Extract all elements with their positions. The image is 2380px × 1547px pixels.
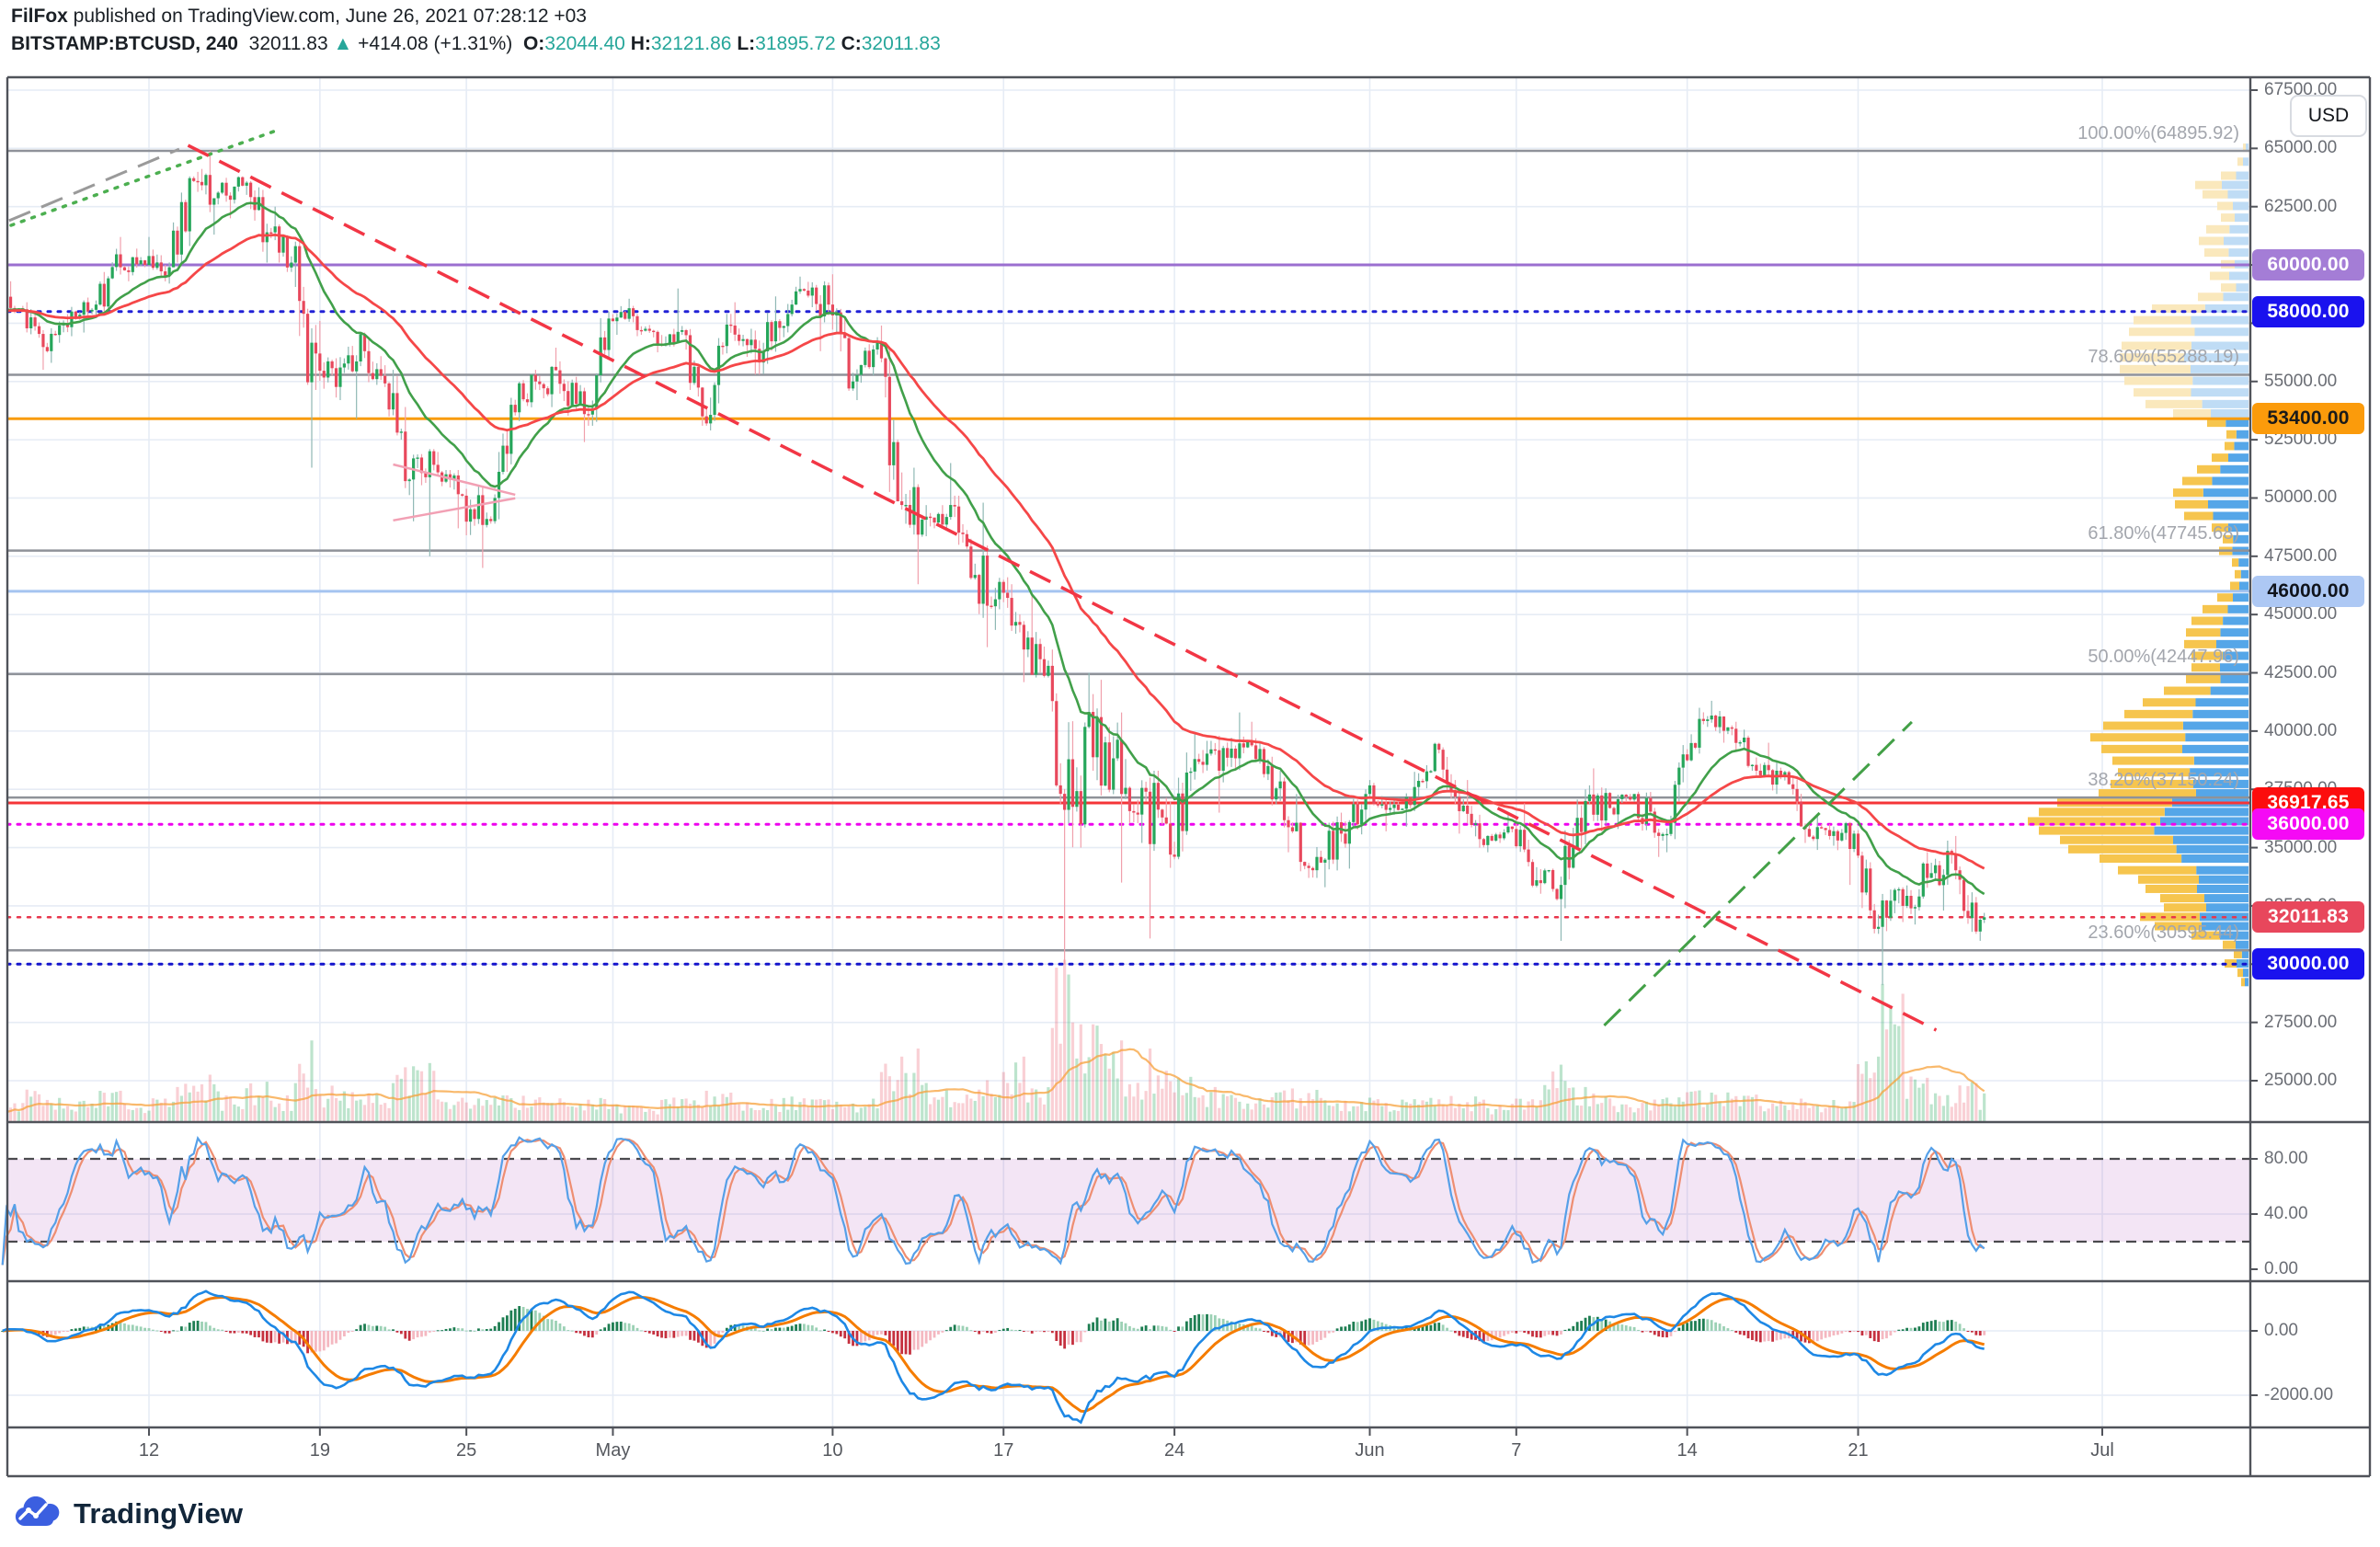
macd-axis-label[interactable]: 0.00 xyxy=(2264,1321,2298,1340)
price-tag[interactable]: 30000.00 xyxy=(2252,948,2364,980)
price-tag[interactable]: 46000.00 xyxy=(2252,575,2364,607)
price-axis-label[interactable]: 67500.00 xyxy=(2264,80,2338,99)
publisher-name: FilFox xyxy=(11,6,68,27)
price-axis-label[interactable]: 42500.00 xyxy=(2264,662,2338,682)
macd-axis-label[interactable]: -2000.00 xyxy=(2264,1385,2334,1404)
price-tag[interactable]: 32011.83 xyxy=(2252,901,2364,934)
price-axis-label[interactable]: 45000.00 xyxy=(2264,604,2338,625)
fib-level-label: 50.00%(42447.96) xyxy=(2088,646,2239,667)
fib-level-label: 78.60%(55288.19) xyxy=(2088,347,2239,368)
stoch-axis-label[interactable]: 40.00 xyxy=(2264,1204,2308,1223)
ohlc-segment: 32011.83 xyxy=(861,33,941,54)
ohlc-segment: 32044.40 xyxy=(544,33,631,54)
publish-attribution: FilFox published on TradingView.com, Jun… xyxy=(11,6,587,28)
price-axis-label[interactable]: 65000.00 xyxy=(2264,138,2338,158)
ohlc-segment: C: xyxy=(841,33,862,54)
ohlc-segment: L: xyxy=(737,33,756,54)
time-axis-label[interactable]: May xyxy=(595,1440,631,1461)
price-axis-label[interactable]: 25000.00 xyxy=(2264,1070,2338,1090)
price-axis-label[interactable]: 47500.00 xyxy=(2264,545,2338,566)
price-tag[interactable]: 60000.00 xyxy=(2252,249,2364,281)
ohlc-segment: 32011.83 xyxy=(237,33,334,54)
price-axis-label[interactable]: 62500.00 xyxy=(2264,196,2338,216)
ohlc-segment: BITSTAMP:BTCUSD, 240 xyxy=(11,33,238,54)
ohlc-segment: +414.08 (+1.31%) xyxy=(358,33,523,54)
price-axis-label[interactable]: 50000.00 xyxy=(2264,487,2338,508)
time-axis-label[interactable]: 17 xyxy=(993,1440,1014,1461)
ohlc-segment: 32121.86 xyxy=(650,33,738,54)
time-axis-label[interactable]: 24 xyxy=(1163,1440,1185,1461)
time-axis-label[interactable]: Jul xyxy=(2090,1440,2114,1461)
fib-level-label: 23.60%(30595.44) xyxy=(2088,922,2239,944)
symbol-ohlc-row: BITSTAMP:BTCUSD, 240 32011.83 ▲ +414.08 … xyxy=(11,33,941,55)
fib-level-label: 38.20%(37150.24) xyxy=(2088,770,2239,791)
ohlc-segment: H: xyxy=(630,33,651,54)
time-axis-label[interactable]: 7 xyxy=(1511,1440,1522,1461)
fib-level-label: 61.80%(47745.68) xyxy=(2088,522,2239,544)
stoch-axis-label[interactable]: 0.00 xyxy=(2264,1259,2298,1278)
price-axis-label[interactable]: 55000.00 xyxy=(2264,371,2338,391)
time-axis-label[interactable]: Jun xyxy=(1355,1440,1385,1461)
time-axis-label[interactable]: 19 xyxy=(309,1440,330,1461)
time-axis-label[interactable]: 25 xyxy=(456,1440,477,1461)
time-axis-label[interactable]: 21 xyxy=(1848,1440,1869,1461)
stoch-axis-label[interactable]: 80.00 xyxy=(2264,1149,2308,1168)
tradingview-logo[interactable]: TradingView xyxy=(13,1496,243,1531)
ohlc-segment: O: xyxy=(522,33,545,54)
time-axis-label[interactable]: 14 xyxy=(1676,1440,1698,1461)
currency-toggle-button[interactable]: USD xyxy=(2290,95,2367,137)
ohlc-segment: ▲ xyxy=(333,33,359,54)
price-tag[interactable]: 36000.00 xyxy=(2252,808,2364,841)
price-axis-label[interactable]: 52500.00 xyxy=(2264,430,2338,450)
ohlc-segment: 31895.72 xyxy=(755,33,841,54)
price-axis-label[interactable]: 27500.00 xyxy=(2264,1012,2338,1032)
publish-info: published on TradingView.com, June 26, 2… xyxy=(67,6,587,27)
price-axis-label[interactable]: 40000.00 xyxy=(2264,720,2338,740)
tradingview-cloud-icon xyxy=(15,1496,60,1527)
time-axis-label[interactable]: 10 xyxy=(822,1440,843,1461)
price-axis-label[interactable]: 35000.00 xyxy=(2264,837,2338,857)
time-axis-label[interactable]: 12 xyxy=(138,1440,160,1461)
price-tag[interactable]: 53400.00 xyxy=(2252,403,2364,435)
fib-level-label: 100.00%(64895.92) xyxy=(2077,122,2239,143)
tradingview-logo-text: TradingView xyxy=(74,1497,244,1530)
price-tag[interactable]: 58000.00 xyxy=(2252,295,2364,327)
